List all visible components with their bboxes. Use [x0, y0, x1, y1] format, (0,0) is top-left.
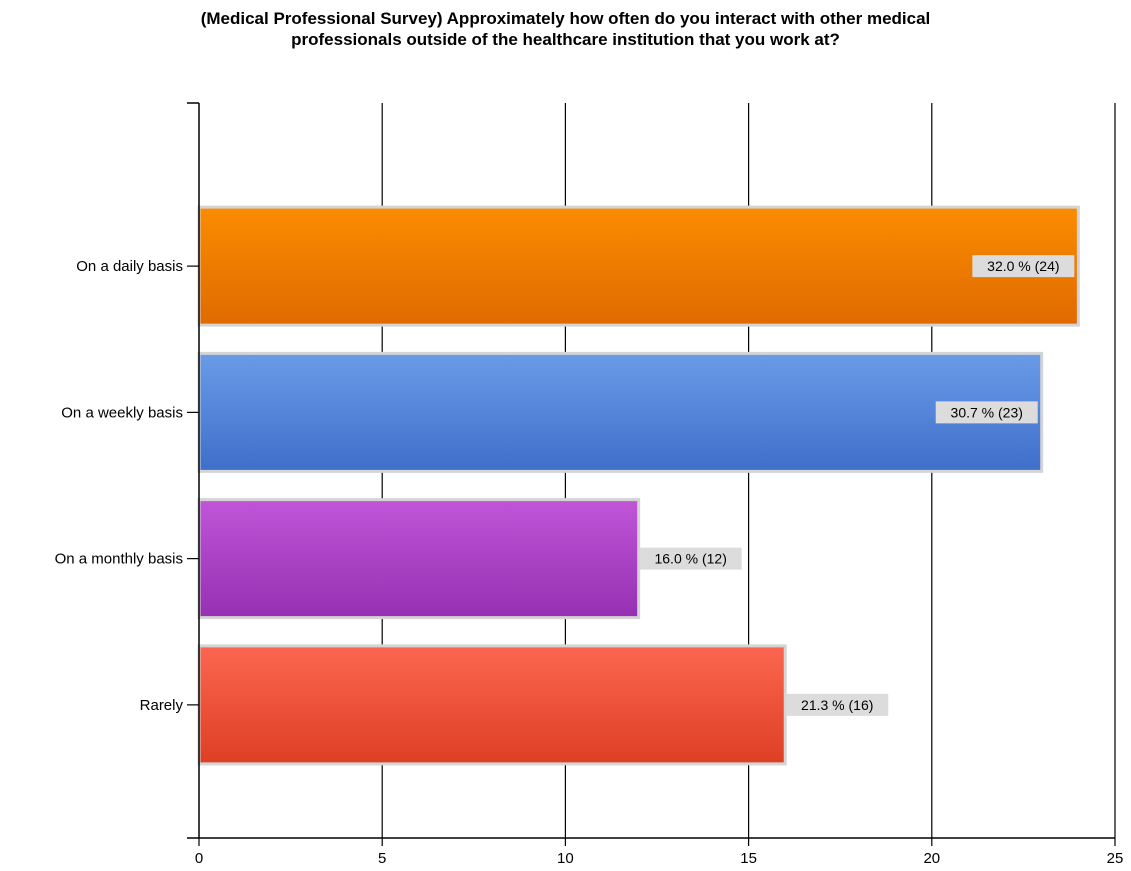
data-label-text: 32.0 % (24): [987, 258, 1059, 274]
chart-title-line-1: (Medical Professional Survey) Approximat…: [200, 9, 931, 28]
data-label-text: 30.7 % (23): [951, 404, 1023, 420]
data-label: 16.0 % (12): [639, 547, 742, 570]
category-label: On a daily basis: [76, 258, 183, 275]
bars: [197, 205, 1080, 766]
bar: [197, 498, 641, 620]
x-tick-label: 10: [557, 850, 574, 867]
x-tick-label: 15: [740, 850, 757, 867]
labels: 0 5 10 15 20 25 On a daily basis On a weekly ba…: [55, 255, 1124, 867]
axes: [187, 102, 1116, 846]
bar: [197, 205, 1080, 327]
category-label: On a monthly basis: [55, 551, 183, 568]
data-label-box: [935, 401, 1038, 424]
bar: [197, 644, 787, 766]
category-label: On a weekly basis: [61, 404, 183, 421]
x-tick-label: 25: [1107, 850, 1124, 867]
bar: [197, 351, 1044, 473]
chart-title: (Medical Professional Survey) Approximat…: [0, 8, 1131, 50]
data-label: 32.0 % (24): [972, 255, 1075, 278]
x-tick-label: 0: [195, 850, 203, 867]
data-label-text: 21.3 % (16): [801, 697, 873, 713]
category-label: Rarely: [140, 697, 184, 714]
data-label: 30.7 % (23): [935, 401, 1038, 424]
data-label: 21.3 % (16): [786, 693, 889, 716]
data-label-text: 16.0 % (12): [654, 551, 726, 567]
chart-title-line-2: professionals outside of the healthcare …: [291, 30, 840, 49]
x-tick-label: 5: [378, 850, 386, 867]
x-tick-label: 20: [923, 850, 940, 867]
data-label-box: [972, 255, 1075, 278]
data-label-box: [639, 547, 742, 570]
data-label-box: [786, 693, 889, 716]
